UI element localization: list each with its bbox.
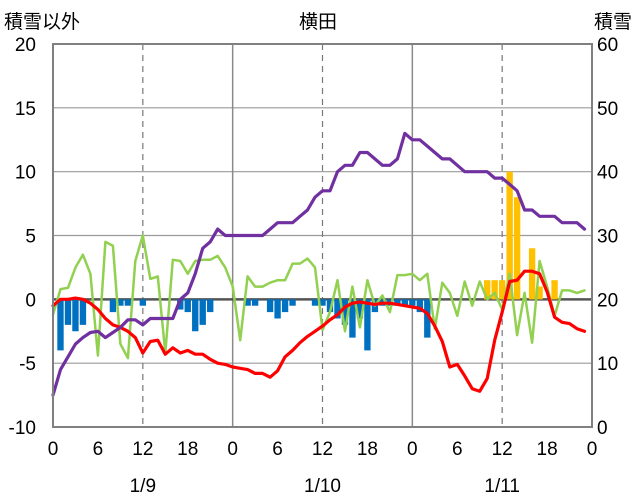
snow-depth-bar	[491, 280, 498, 300]
non-snow-bar	[349, 299, 356, 338]
non-snow-bar	[266, 299, 274, 313]
non-snow-bar	[356, 299, 364, 319]
snow-depth-bar	[528, 248, 536, 300]
right-tick-label: 10	[597, 354, 618, 375]
snow-depth-bar	[551, 280, 558, 300]
x-tick-label: 18	[537, 439, 558, 460]
date-label: 1/9	[130, 476, 156, 497]
left-axis-label: 積雪以外	[4, 11, 80, 33]
non-snow-bar	[244, 299, 251, 306]
left-tick-label: -10	[9, 418, 36, 439]
left-tick-label: 15	[15, 99, 36, 120]
x-tick-label: 12	[312, 439, 333, 460]
non-snow-bar	[207, 299, 214, 313]
non-snow-bar	[64, 299, 72, 325]
date-label: 1/11	[484, 476, 520, 497]
non-snow-bar	[274, 299, 281, 319]
non-snow-bar	[364, 299, 371, 351]
right-tick-label: 20	[597, 290, 618, 311]
left-tick-label: 0	[25, 290, 36, 311]
x-tick-label: 6	[93, 439, 104, 460]
non-snow-bar	[199, 299, 206, 325]
non-snow-bar	[192, 299, 199, 332]
x-tick-label: 6	[272, 439, 283, 460]
non-snow-bar	[57, 299, 64, 351]
plot-frame	[52, 43, 593, 428]
non-snow-bar	[124, 299, 132, 306]
snow-depth-bar	[484, 280, 491, 300]
non-snow-bar	[319, 299, 326, 306]
snow-depth-bar	[536, 286, 543, 300]
x-tick-label: 18	[357, 439, 378, 460]
right-tick-label: 30	[597, 227, 618, 248]
non-snow-bar	[177, 299, 184, 310]
right-tick-label: 60	[597, 35, 618, 56]
non-snow-bar	[139, 299, 147, 306]
purple-series-line	[51, 131, 587, 397]
non-snow-bar	[341, 299, 349, 325]
non-snow-bar	[416, 299, 424, 313]
right-axis-label: 積雪	[594, 11, 632, 33]
non-snow-bar	[409, 299, 416, 306]
right-tick-label: 0	[597, 418, 608, 439]
snow-depth-bar	[506, 171, 513, 300]
non-snow-bar	[281, 299, 289, 313]
x-tick-label: 0	[48, 439, 59, 460]
snow-depth-bar	[513, 197, 521, 300]
left-tick-label: 5	[25, 227, 36, 248]
red-series-line	[51, 269, 587, 393]
x-tick-label: 6	[452, 439, 463, 460]
x-tick-label: 12	[132, 439, 153, 460]
date-label: 1/10	[304, 476, 341, 497]
non-snow-bar	[79, 299, 87, 325]
snow-depth-bar	[498, 280, 506, 300]
x-tick-label: 12	[492, 439, 513, 460]
x-tick-label: 0	[227, 439, 238, 460]
non-snow-bar	[184, 299, 191, 313]
non-snow-bar	[289, 299, 296, 306]
non-snow-bar	[394, 299, 401, 306]
right-tick-label: 40	[597, 163, 618, 184]
non-snow-bar	[311, 299, 319, 306]
non-snow-bar	[424, 299, 431, 338]
non-snow-bar	[251, 299, 259, 306]
non-snow-bar	[72, 299, 79, 332]
x-tick-label: 0	[407, 439, 418, 460]
x-tick-label: 0	[587, 439, 598, 460]
left-tick-label: 20	[15, 35, 36, 56]
non-snow-bar	[109, 299, 117, 313]
x-tick-label: 18	[177, 439, 198, 460]
non-snow-bar	[117, 299, 124, 306]
non-snow-bar	[401, 299, 409, 306]
chart-title: 横田	[299, 11, 337, 33]
green-series-line	[51, 234, 586, 360]
non-snow-bar	[334, 299, 341, 319]
right-tick-label: 50	[597, 99, 618, 120]
non-snow-bar	[326, 299, 334, 313]
left-tick-label: -5	[19, 354, 36, 375]
left-tick-label: 10	[15, 163, 36, 184]
